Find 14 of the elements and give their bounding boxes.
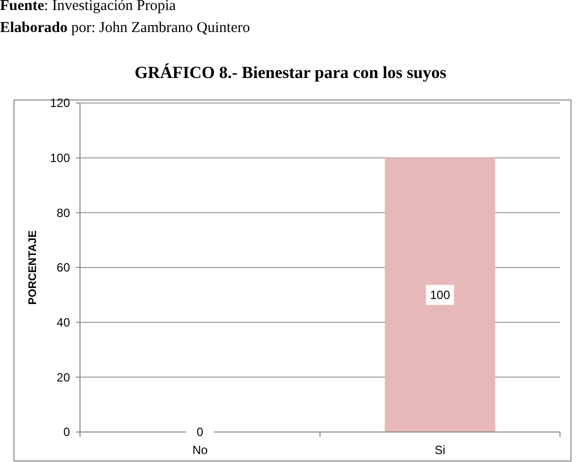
chart-title: GRÁFICO 8.- Bienestar para con los suyos bbox=[134, 63, 447, 82]
data-label: 0 bbox=[196, 425, 204, 440]
y-axis-title: PORCENTAJE bbox=[27, 230, 39, 305]
y-tick-label: 100 bbox=[50, 151, 70, 166]
y-tick-label: 0 bbox=[63, 425, 70, 440]
text: Elaborado por: John Zambrano Quintero bbox=[0, 20, 250, 36]
x-tick-label: No bbox=[192, 443, 208, 457]
x-tick-label: Si bbox=[434, 443, 446, 457]
y-tick-label: 60 bbox=[56, 260, 70, 275]
y-tick-label: 40 bbox=[56, 316, 70, 330]
y-tick-label: 120 bbox=[50, 96, 70, 110]
y-tick-label: 20 bbox=[56, 370, 70, 384]
data-label: 100 bbox=[430, 288, 450, 302]
y-tick-label: 80 bbox=[56, 206, 70, 220]
